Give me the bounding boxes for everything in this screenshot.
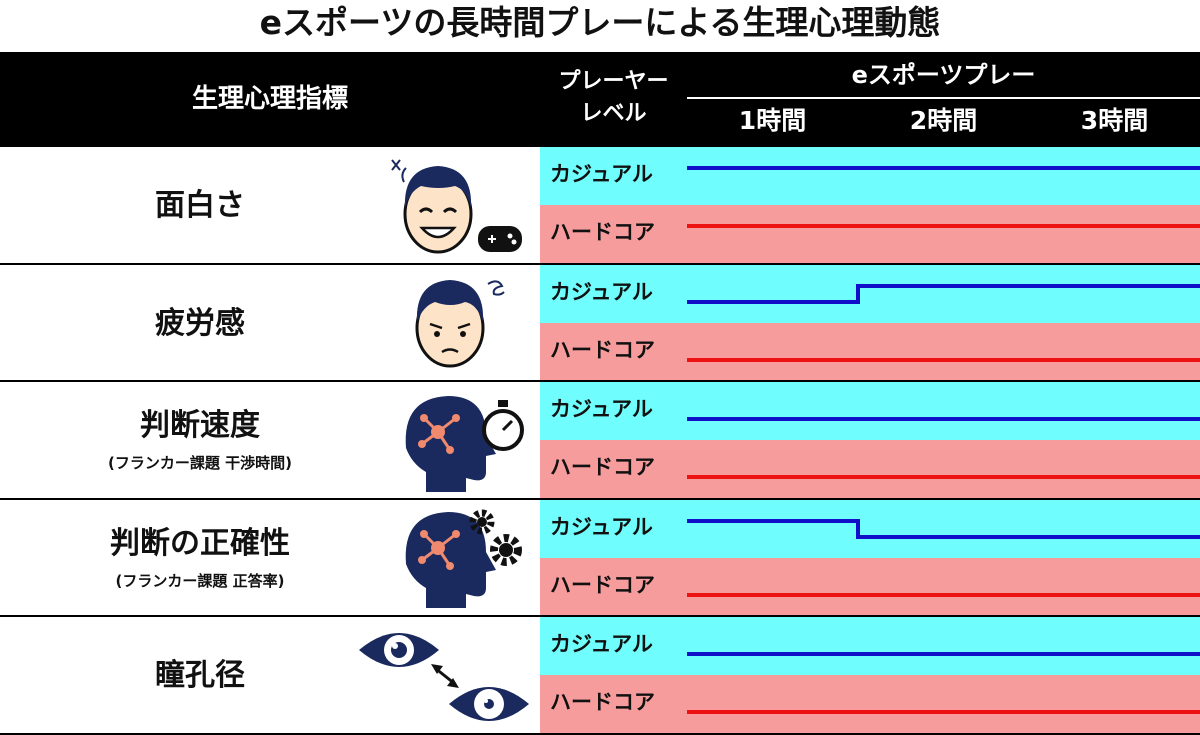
eyes-arrow-icon [359,633,529,721]
indicator-subtitle: (フランカー課題 正答率) [115,572,285,590]
hardcore-band [687,205,1200,263]
casual-band [687,265,1200,323]
indicator-fatigue: 疲労感 [0,298,400,342]
indicator-name: 判断速度 [140,408,260,443]
indicator-name: 面白さ [155,188,245,223]
chart-title: eスポーツの長時間プレーによる生理心理動態 [259,3,941,42]
level-casual: カジュアル [540,617,687,675]
indicator-pupil-diameter: 瞳孔径 [0,650,400,694]
hardcore-band [687,323,1200,381]
hardcore-band [687,440,1200,498]
indicator-column-header: 生理心理指標 [191,84,348,114]
casual-band [687,147,1200,205]
level-casual: カジュアル [540,500,687,558]
row-separator [0,615,1200,617]
indicator-decision-speed: 判断速度 (フランカー課題 干渉時間) [0,400,400,473]
row-separator [0,498,1200,500]
level-hardcore: ハードコア [540,558,687,616]
level-hardcore: ハードコア [540,323,687,381]
esports-play-header: eスポーツプレー [851,61,1036,89]
level-hardcore: ハードコア [540,440,687,498]
hardcore-band [687,675,1200,733]
indicator-decision-accuracy: 判断の正確性 (フランカー課題 正答率) [0,518,400,591]
indicator-fun: 面白さ [0,180,400,224]
time-label-3h: 3時間 [1080,106,1149,135]
indicator-name: 瞳孔径 [155,658,245,693]
brain-gears-icon [405,509,522,608]
level-hardcore: ハードコア [540,205,687,263]
row-separator [0,263,1200,265]
level-casual: カジュアル [540,265,687,323]
indicator-subtitle: (フランカー課題 干渉時間) [108,454,292,472]
time-label-2h: 2時間 [909,106,978,135]
level-column-header: プレーヤー レベル [540,66,687,130]
indicator-name: 判断の正確性 [110,526,290,561]
row-separator [0,380,1200,382]
hardcore-band [687,558,1200,616]
casual-band [687,500,1200,558]
level-casual: カジュアル [540,147,687,205]
casual-band [687,617,1200,675]
level-casual: カジュアル [540,382,687,440]
casual-step-line [687,284,1200,304]
happy-gamer-icon [391,159,522,254]
header-divider [687,97,1200,99]
time-label-1h: 1時間 [738,106,807,135]
casual-band [687,382,1200,440]
level-hardcore: ハードコア [540,675,687,733]
level-header-line1: プレーヤー [558,69,669,94]
indicator-name: 疲労感 [155,306,245,341]
level-header-line2: レベル [580,101,647,126]
brain-stopwatch-icon [405,396,524,492]
table-header: 生理心理指標 プレーヤー レベル eスポーツプレー 1時間 2時間 3時間 [0,52,1200,147]
tired-face-icon [415,280,505,368]
casual-step-line [687,519,1200,539]
row-separator [0,733,1200,735]
